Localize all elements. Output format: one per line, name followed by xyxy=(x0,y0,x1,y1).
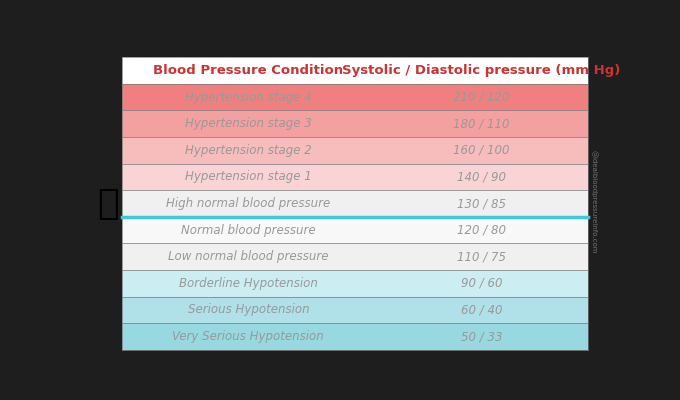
FancyBboxPatch shape xyxy=(122,244,588,270)
Text: 160 / 100: 160 / 100 xyxy=(454,144,510,157)
Text: Hypertension stage 1: Hypertension stage 1 xyxy=(185,170,311,184)
Text: Blood Pressure Condition: Blood Pressure Condition xyxy=(153,64,343,77)
FancyBboxPatch shape xyxy=(122,323,588,350)
Text: Hypertension stage 3: Hypertension stage 3 xyxy=(185,117,311,130)
Text: 👍: 👍 xyxy=(98,186,119,220)
Text: 110 / 75: 110 / 75 xyxy=(457,250,506,263)
FancyBboxPatch shape xyxy=(122,164,588,190)
Text: Borderline Hypotension: Borderline Hypotension xyxy=(179,277,318,290)
Text: Very Serious Hypotension: Very Serious Hypotension xyxy=(173,330,324,343)
FancyBboxPatch shape xyxy=(122,110,588,137)
FancyBboxPatch shape xyxy=(122,57,588,84)
Text: 180 / 110: 180 / 110 xyxy=(454,117,510,130)
Text: 90 / 60: 90 / 60 xyxy=(461,277,503,290)
Text: Normal blood pressure: Normal blood pressure xyxy=(181,224,316,237)
Text: @idealbloodpressureinfo.com: @idealbloodpressureinfo.com xyxy=(591,150,598,254)
FancyBboxPatch shape xyxy=(122,297,588,323)
Text: 50 / 33: 50 / 33 xyxy=(461,330,503,343)
Text: Hypertension stage 2: Hypertension stage 2 xyxy=(185,144,311,157)
FancyBboxPatch shape xyxy=(122,270,588,297)
Text: 60 / 40: 60 / 40 xyxy=(461,304,503,316)
Text: 210 / 120: 210 / 120 xyxy=(454,91,510,104)
Text: 140 / 90: 140 / 90 xyxy=(457,170,506,184)
Text: Systolic / Diastolic pressure (mm Hg): Systolic / Diastolic pressure (mm Hg) xyxy=(342,64,621,77)
Text: Low normal blood pressure: Low normal blood pressure xyxy=(168,250,328,263)
Text: Hypertension stage 4: Hypertension stage 4 xyxy=(185,91,311,104)
FancyBboxPatch shape xyxy=(122,217,588,244)
FancyBboxPatch shape xyxy=(122,137,588,164)
Text: High normal blood pressure: High normal blood pressure xyxy=(166,197,330,210)
Text: Serious Hypotension: Serious Hypotension xyxy=(188,304,309,316)
Text: 120 / 80: 120 / 80 xyxy=(457,224,506,237)
FancyBboxPatch shape xyxy=(122,84,588,110)
FancyBboxPatch shape xyxy=(122,190,588,217)
Text: 130 / 85: 130 / 85 xyxy=(457,197,506,210)
